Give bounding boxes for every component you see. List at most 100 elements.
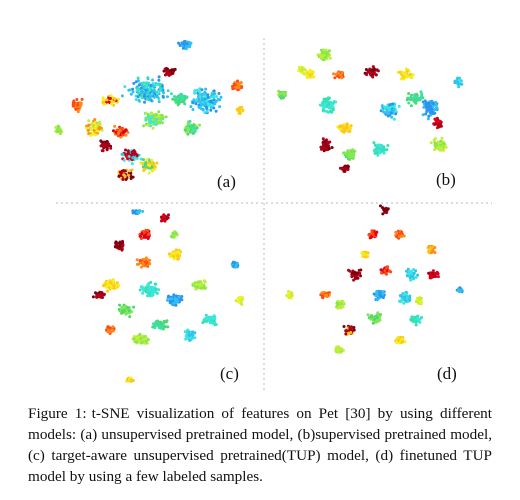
tsne-point bbox=[336, 350, 340, 354]
tsne-point bbox=[97, 126, 101, 129]
tsne-point bbox=[160, 113, 163, 117]
tsne-point bbox=[433, 246, 437, 250]
tsne-point bbox=[149, 280, 153, 284]
tsne-point bbox=[182, 42, 186, 46]
tsne-point bbox=[150, 158, 154, 162]
tsne-point bbox=[139, 161, 143, 165]
tsne-point bbox=[375, 316, 379, 320]
tsne-point bbox=[152, 95, 156, 99]
tsne-point bbox=[429, 141, 433, 145]
tsne-point bbox=[129, 171, 133, 175]
tsne-point bbox=[236, 299, 240, 303]
tsne-point bbox=[135, 89, 139, 92]
tsne-point bbox=[113, 124, 117, 128]
tsne-point bbox=[453, 81, 457, 85]
tsne-point bbox=[323, 55, 327, 59]
tsne-point bbox=[201, 108, 205, 112]
tsne-point bbox=[140, 340, 144, 344]
tsne-point bbox=[375, 68, 379, 72]
tsne-point bbox=[403, 340, 407, 344]
tsne-point bbox=[203, 101, 207, 105]
tsne-point bbox=[236, 82, 240, 85]
tsne-point bbox=[283, 91, 287, 95]
tsne-point bbox=[415, 300, 419, 304]
tsne-point bbox=[120, 305, 124, 309]
tsne-point bbox=[417, 97, 421, 101]
tsne-point bbox=[438, 124, 442, 128]
tsne-point bbox=[147, 171, 151, 175]
tsne-point bbox=[148, 288, 152, 292]
tsne-point bbox=[150, 92, 154, 96]
tsne-point bbox=[167, 213, 170, 217]
tsne-point bbox=[143, 167, 147, 171]
tsne-point bbox=[179, 98, 183, 102]
tsne-point bbox=[142, 158, 145, 162]
tsne-point bbox=[158, 83, 162, 87]
tsne-point bbox=[347, 268, 350, 272]
tsne-point bbox=[366, 313, 370, 317]
tsne-point bbox=[124, 148, 127, 152]
tsne-point bbox=[152, 163, 156, 166]
tsne-point bbox=[142, 289, 146, 292]
tsne-point bbox=[169, 69, 172, 73]
tsne-point bbox=[106, 289, 110, 293]
tsne-point bbox=[364, 68, 368, 71]
tsne-point bbox=[327, 97, 331, 101]
tsne-point bbox=[205, 109, 209, 113]
tsne-point bbox=[159, 326, 163, 330]
tsne-point bbox=[131, 90, 135, 94]
tsne-point bbox=[322, 140, 326, 144]
tsne-point bbox=[321, 101, 325, 105]
tsne-point bbox=[130, 162, 134, 166]
tsne-point bbox=[382, 110, 386, 114]
tsne-point bbox=[435, 106, 439, 110]
tsne-point bbox=[154, 322, 158, 326]
tsne-point bbox=[101, 98, 105, 102]
tsne-point bbox=[407, 92, 411, 95]
tsne-point bbox=[191, 124, 195, 127]
tsne-point bbox=[413, 98, 416, 102]
tsne-point bbox=[170, 71, 174, 75]
tsne-point bbox=[336, 71, 340, 75]
tsne-point bbox=[87, 119, 91, 123]
tsne-point bbox=[137, 99, 141, 102]
tsne-point bbox=[105, 140, 109, 143]
tsne-point bbox=[132, 337, 136, 341]
tsne-point bbox=[115, 244, 119, 248]
tsne-point bbox=[153, 113, 157, 117]
tsne-point bbox=[166, 89, 170, 93]
tsne-point bbox=[102, 142, 106, 146]
tsne-point bbox=[290, 294, 294, 297]
tsne-point bbox=[178, 44, 182, 47]
tsne-point bbox=[346, 165, 350, 169]
tsne-point bbox=[416, 316, 420, 320]
tsne-point bbox=[344, 332, 348, 336]
tsne-point bbox=[152, 118, 156, 122]
tsne-point bbox=[175, 299, 179, 303]
tsne-point bbox=[164, 115, 168, 119]
tsne-point bbox=[379, 145, 383, 149]
tsne-point bbox=[144, 336, 148, 340]
tsne-point bbox=[144, 286, 148, 290]
tsne-point bbox=[209, 99, 213, 103]
tsne-point bbox=[389, 111, 393, 115]
tsne-point bbox=[133, 152, 137, 156]
tsne-point bbox=[148, 285, 152, 289]
tsne-point bbox=[232, 82, 236, 86]
tsne-point bbox=[134, 98, 138, 101]
tsne-point bbox=[159, 117, 163, 120]
panel-label-b: (b) bbox=[436, 170, 456, 189]
tsne-point bbox=[75, 98, 79, 101]
tsne-point bbox=[281, 96, 285, 100]
tsne-point bbox=[419, 90, 423, 94]
tsne-point bbox=[162, 215, 166, 219]
tsne-point bbox=[139, 285, 143, 289]
tsne-point bbox=[344, 125, 348, 129]
tsne-point bbox=[140, 265, 144, 269]
tsne-point bbox=[385, 148, 389, 152]
tsne-point bbox=[366, 251, 370, 255]
tsne-point bbox=[308, 73, 312, 77]
tsne-point bbox=[338, 166, 342, 170]
tsne-point bbox=[132, 81, 136, 85]
tsne-point bbox=[409, 318, 413, 322]
